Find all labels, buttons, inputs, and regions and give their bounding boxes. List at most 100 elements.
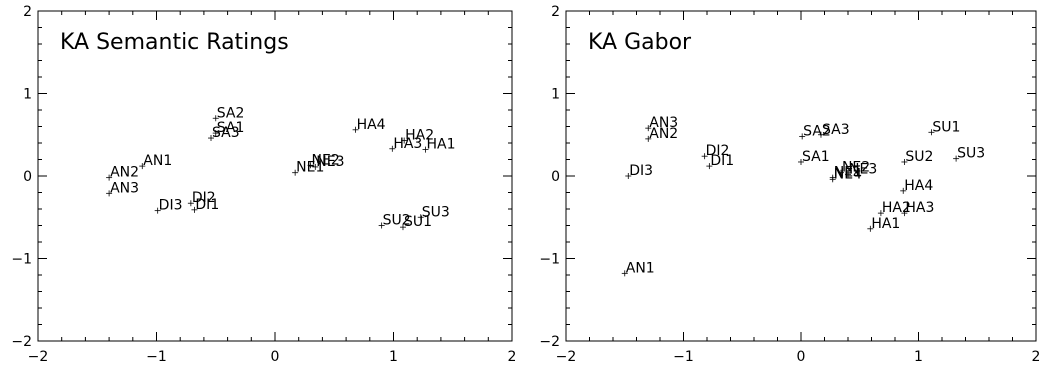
data-point: SU2 xyxy=(901,149,933,165)
point-label: NE1 xyxy=(834,165,862,181)
data-point: DI2 xyxy=(187,190,216,207)
point-label: HA3 xyxy=(905,200,934,216)
point-label: HA1 xyxy=(871,216,900,232)
data-point: DI3 xyxy=(154,198,183,214)
x-tick-label: 1 xyxy=(914,349,923,365)
data-point: NE3 xyxy=(312,154,345,170)
data-point: AN3 xyxy=(645,115,678,132)
y-tick-label: 2 xyxy=(551,4,560,20)
point-label: DI3 xyxy=(159,198,183,214)
data-point: SA1 xyxy=(212,120,245,137)
point-label: SU2 xyxy=(383,213,411,229)
point-label: NE4 xyxy=(834,166,862,182)
point-label: SU3 xyxy=(957,146,985,162)
x-tick-label: 0 xyxy=(271,349,280,365)
data-point: AN2 xyxy=(106,165,139,181)
y-tick-label: 1 xyxy=(551,87,560,103)
point-label: SU1 xyxy=(404,214,432,230)
point-label: DI1 xyxy=(195,197,219,213)
point-label: HA2 xyxy=(405,128,434,144)
data-point: HA2 xyxy=(401,128,434,144)
y-tick-label: 0 xyxy=(23,169,32,185)
data-point: SU3 xyxy=(953,146,985,162)
data-point: HA1 xyxy=(867,216,900,232)
data-point: SA1 xyxy=(798,149,830,165)
x-tick-label: −2 xyxy=(28,349,49,365)
data-point: HA4 xyxy=(352,117,386,133)
point-label: NE2 xyxy=(842,160,870,176)
point-label: SA2 xyxy=(217,105,245,121)
data-point: DI1 xyxy=(706,153,734,170)
x-tick-label: −2 xyxy=(556,349,577,365)
data-point: SU2 xyxy=(378,213,411,229)
data-point: SA2 xyxy=(212,105,245,122)
x-tick-label: 0 xyxy=(797,349,806,365)
data-point: HA3 xyxy=(901,200,934,217)
point-label: AN1 xyxy=(143,153,172,169)
panel-title: KA Semantic Ratings xyxy=(60,30,289,55)
point-label: HA2 xyxy=(882,200,911,216)
data-point: AN3 xyxy=(106,180,139,197)
x-tick-label: −1 xyxy=(146,349,167,365)
y-tick-label: −1 xyxy=(539,252,560,268)
point-label: AN3 xyxy=(649,115,678,131)
data-point: NE2 xyxy=(837,160,870,176)
data-point: NE2 xyxy=(307,152,340,169)
data-point: SA3 xyxy=(817,122,850,138)
point-label: SU2 xyxy=(905,149,933,165)
point-label: HA4 xyxy=(357,117,386,133)
point-label: AN2 xyxy=(649,126,678,142)
data-point: HA1 xyxy=(422,137,456,153)
data-point: SA2 xyxy=(799,123,831,140)
y-tick-label: −2 xyxy=(11,334,32,350)
point-label: DI2 xyxy=(192,190,216,206)
panel-title: KA Gabor xyxy=(588,30,692,55)
y-tick-label: 2 xyxy=(23,4,32,20)
data-point: SU3 xyxy=(417,204,450,221)
y-tick-label: 1 xyxy=(23,87,32,103)
data-point: AN1 xyxy=(139,153,172,170)
point-label: NE2 xyxy=(312,152,340,168)
data-point: SU1 xyxy=(399,214,432,231)
data-point: SU1 xyxy=(928,119,960,136)
point-label: DI1 xyxy=(710,153,734,169)
point-label: SA3 xyxy=(822,122,850,138)
data-point: HA2 xyxy=(877,200,911,217)
data-point: DI3 xyxy=(625,163,653,179)
data-point: AN1 xyxy=(621,260,655,277)
point-label: DI2 xyxy=(706,143,730,159)
data-point: NE1 xyxy=(292,160,324,176)
point-label: SA1 xyxy=(217,120,245,136)
point-label: HA4 xyxy=(904,178,933,194)
x-tick-label: 2 xyxy=(508,349,517,365)
data-point: DI2 xyxy=(701,143,730,160)
y-tick-label: −2 xyxy=(539,334,560,350)
point-label: AN2 xyxy=(110,165,139,181)
y-tick-label: −1 xyxy=(11,252,32,268)
point-label: SA1 xyxy=(802,149,830,165)
data-point: HA4 xyxy=(900,178,933,194)
point-label: AN3 xyxy=(110,180,139,196)
point-label: HA3 xyxy=(393,136,422,152)
data-point: HA3 xyxy=(389,136,422,152)
point-label: NE3 xyxy=(849,161,877,177)
point-label: AN1 xyxy=(626,260,655,276)
x-tick-label: 1 xyxy=(389,349,398,365)
point-label: SU3 xyxy=(422,204,450,220)
point-label: SA2 xyxy=(803,123,831,139)
data-point: NE3 xyxy=(845,161,877,178)
x-tick-label: 2 xyxy=(1032,349,1041,365)
data-point: NE4 xyxy=(829,166,862,183)
x-tick-label: −1 xyxy=(673,349,694,365)
point-label: DI3 xyxy=(629,163,653,179)
data-point: DI1 xyxy=(191,197,219,213)
point-label: HA1 xyxy=(426,137,455,153)
point-label: SA3 xyxy=(212,125,240,141)
point-label: SU1 xyxy=(932,119,960,135)
data-point: SA3 xyxy=(208,125,240,142)
point-label: NE1 xyxy=(296,160,324,176)
y-tick-label: 0 xyxy=(551,169,560,185)
